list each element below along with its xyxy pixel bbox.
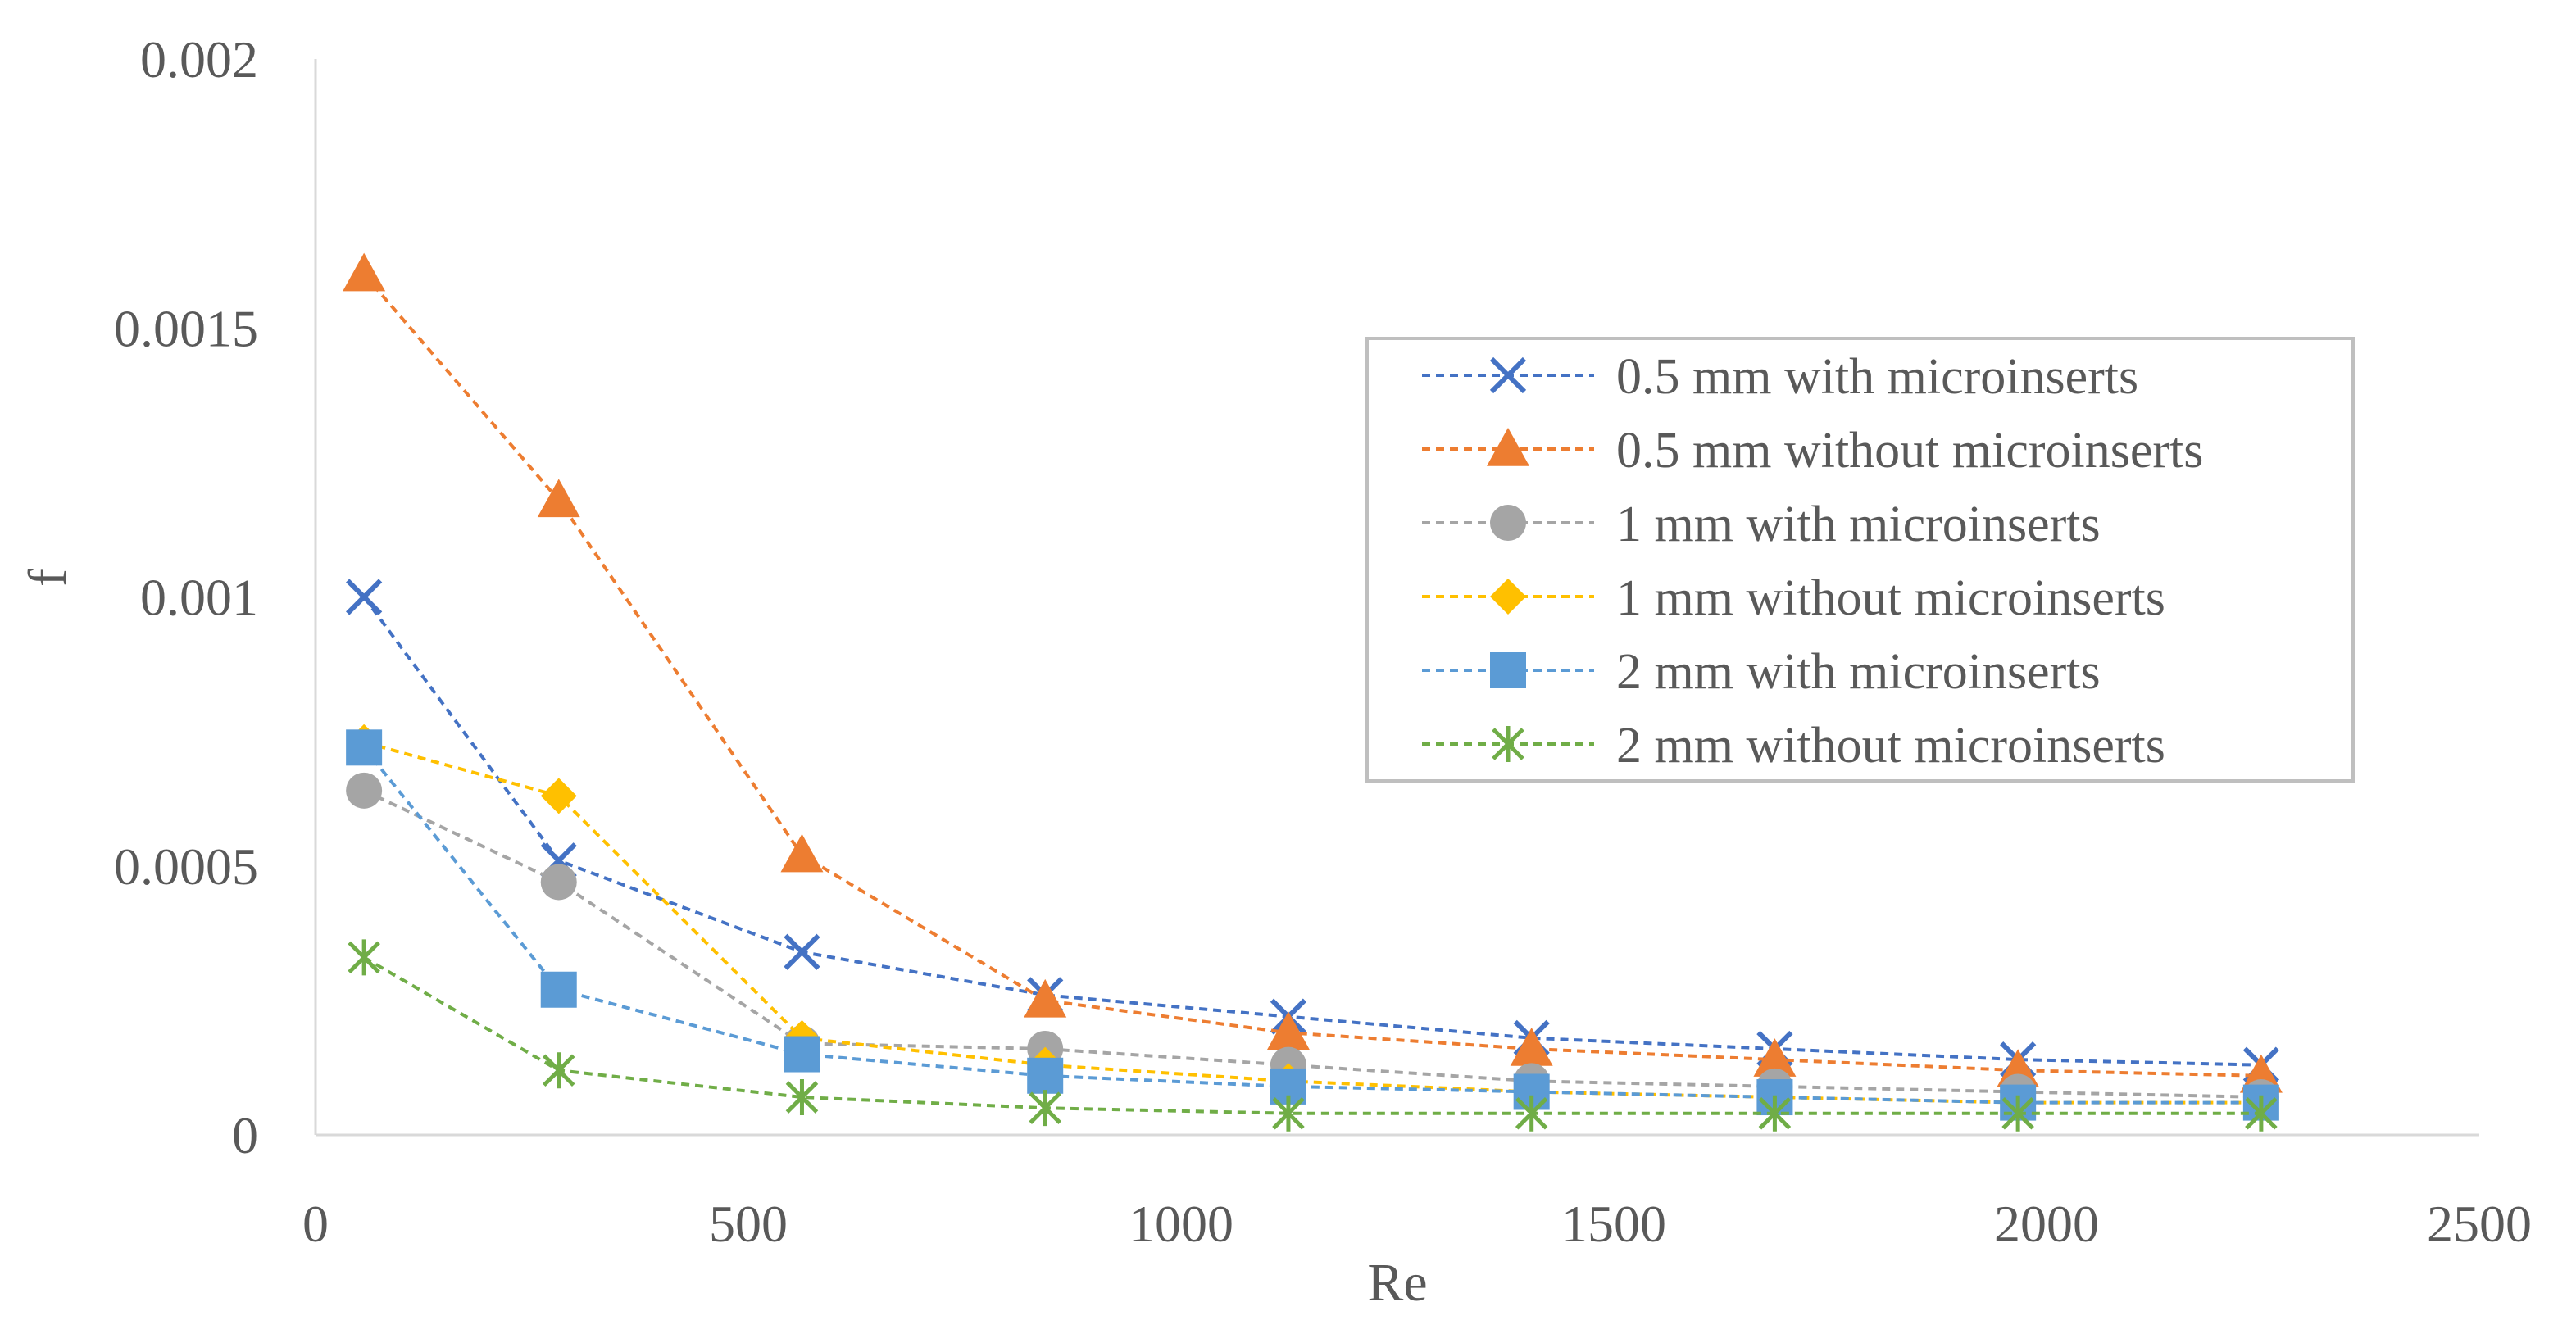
data-point	[1029, 1090, 1061, 1127]
legend-label: 1 mm without microinserts	[1616, 570, 2165, 626]
axes: 0 500 1000 1500 2000 2500 0 0.0005 0.001 0.0015 0.…	[114, 30, 2532, 1253]
data-point	[346, 579, 383, 615]
x-tick-label: 500	[709, 1195, 788, 1253]
x-tick-label: 2500	[2427, 1195, 2532, 1253]
y-tick-label: 0	[232, 1106, 258, 1164]
legend-label: 0.5 mm with microinserts	[1616, 349, 2138, 405]
data-point	[2001, 1095, 2034, 1132]
data-point	[785, 1079, 819, 1116]
legend-marker	[1487, 428, 1529, 466]
data-point	[348, 939, 380, 976]
data-point	[540, 778, 577, 814]
data-point	[540, 971, 577, 1008]
data-point	[537, 479, 580, 518]
legend-item: 1 mm without microinserts	[1422, 570, 2165, 626]
series-line	[363, 955, 2261, 1115]
data-point	[1753, 1038, 1797, 1077]
y-tick-label: 0.001	[140, 569, 258, 627]
legend-marker	[1490, 579, 1526, 615]
y-axis-title: f	[18, 569, 78, 587]
legend-marker	[1490, 505, 1526, 541]
data-point	[780, 833, 824, 873]
data-point	[1272, 1095, 1305, 1132]
legend-label: 1 mm with microinserts	[1616, 497, 2101, 552]
y-tick-label: 0.0005	[114, 837, 258, 896]
data-point	[784, 1036, 820, 1073]
data-point	[1515, 1095, 1548, 1132]
y-tick-label: 0.002	[140, 30, 258, 88]
legend-box	[1365, 337, 2355, 783]
legend-label: 2 mm without microinserts	[1616, 718, 2165, 774]
legend-marker	[1492, 726, 1524, 762]
data-point	[343, 252, 386, 292]
x-tick-label: 0	[302, 1195, 329, 1253]
legend-label: 2 mm with microinserts	[1616, 644, 2101, 700]
series-4	[346, 724, 2279, 1121]
data-point	[1027, 1057, 1064, 1094]
data-point	[346, 729, 383, 766]
legend-item: 2 mm with microinserts	[1422, 644, 2101, 700]
legend-marker	[1489, 356, 1527, 394]
legend-item: 2 mm without microinserts	[1422, 718, 2165, 774]
data-point	[542, 1052, 575, 1089]
legend-item: 0.5 mm with microinserts	[1422, 349, 2138, 405]
data-point	[1266, 1011, 1310, 1050]
legend: 0.5 mm with microinserts 0.5 mm without m…	[1365, 337, 2355, 783]
data-point	[1024, 978, 1067, 1018]
series-3	[346, 772, 2279, 1116]
series-2	[343, 252, 2283, 1093]
legend-item: 0.5 mm without microinserts	[1422, 423, 2203, 479]
series-layer	[343, 252, 2283, 1132]
data-point	[2245, 1095, 2278, 1132]
data-point	[540, 864, 577, 901]
data-point	[784, 933, 820, 970]
x-tick-label: 2000	[1994, 1195, 2099, 1253]
series-line	[362, 746, 2261, 1105]
series-line	[363, 788, 2261, 1099]
series-5	[346, 729, 2279, 1121]
data-point	[1510, 1027, 1553, 1066]
data-point	[346, 772, 383, 809]
data-point	[1758, 1095, 1792, 1132]
legend-label: 0.5 mm without microinserts	[1616, 423, 2203, 479]
x-axis-title: Re	[1367, 1253, 1427, 1313]
y-tick-label: 0.0015	[114, 299, 258, 357]
series-line	[363, 740, 2261, 1105]
x-tick-label: 1500	[1561, 1195, 1666, 1253]
legend-marker	[1490, 652, 1526, 688]
x-tick-label: 1000	[1129, 1195, 1233, 1253]
legend-item: 1 mm with microinserts	[1422, 497, 2101, 552]
series-6	[348, 939, 2278, 1132]
